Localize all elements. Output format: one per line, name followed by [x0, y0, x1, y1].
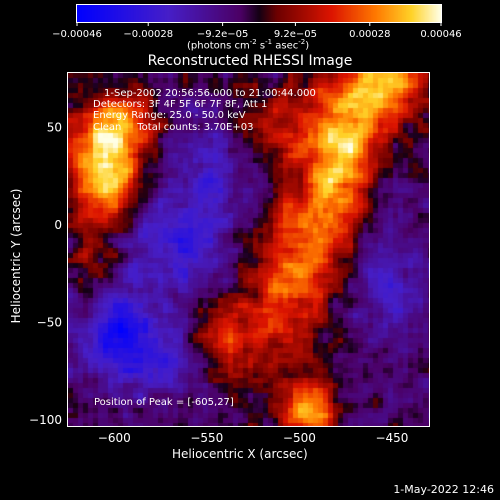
footer-timestamp: 1-May-2022 12:46 [393, 483, 494, 496]
x-tick-label: −450 [375, 431, 408, 445]
annotation-detectors: Detectors: 3F 4F 5F 6F 7F 8F, Att 1 [93, 99, 268, 110]
chart-title: Reconstructed RHESSI Image [147, 53, 353, 69]
heatmap-image [68, 73, 429, 426]
colorbar-ticks [76, 22, 442, 26]
colorbar-tick-label: 0.00046 [420, 29, 461, 40]
y-tick-label: −100 [29, 413, 62, 427]
colorbar-tick-labels: −0.00046 −0.00028 −9.2e−05 9.2e−05 0.00028 0.… [52, 29, 462, 40]
plot-frame [67, 72, 430, 427]
annotation-energy: Energy Range: 25.0 - 50.0 keV [93, 110, 246, 121]
colorbar-unit-label: (photons cm-2 s-1 asec-2) [187, 38, 310, 52]
y-tick-label: 0 [54, 218, 62, 232]
annotation-peak: Position of Peak = [-605,27] [94, 397, 234, 408]
x-tick-label: −600 [98, 431, 131, 445]
colorbar-tick-label: −0.00046 [52, 29, 102, 40]
x-axis-title: Heliocentric X (arcsec) [172, 447, 308, 461]
annotation-clean: Clean Total counts: 3.70E+03 [93, 122, 254, 133]
annotation-time: 1-Sep-2002 20:56:56.000 to 21:00:44.000 [104, 88, 316, 99]
x-tick-label: −550 [190, 431, 223, 445]
colorbar-gradient [76, 4, 442, 23]
y-axis-title: Heliocentric Y (arcsec) [9, 188, 23, 324]
colorbar-tick-label: −0.00028 [123, 29, 173, 40]
colorbar-tick-label: 0.00028 [349, 29, 390, 40]
colorbar-tick-label: 9.2e−05 [274, 29, 317, 40]
y-tick-label: 50 [47, 121, 62, 135]
x-tick-label: −500 [283, 431, 316, 445]
colorbar-tick-label: −9.2e−05 [197, 29, 249, 40]
y-tick-label: −50 [37, 316, 62, 330]
